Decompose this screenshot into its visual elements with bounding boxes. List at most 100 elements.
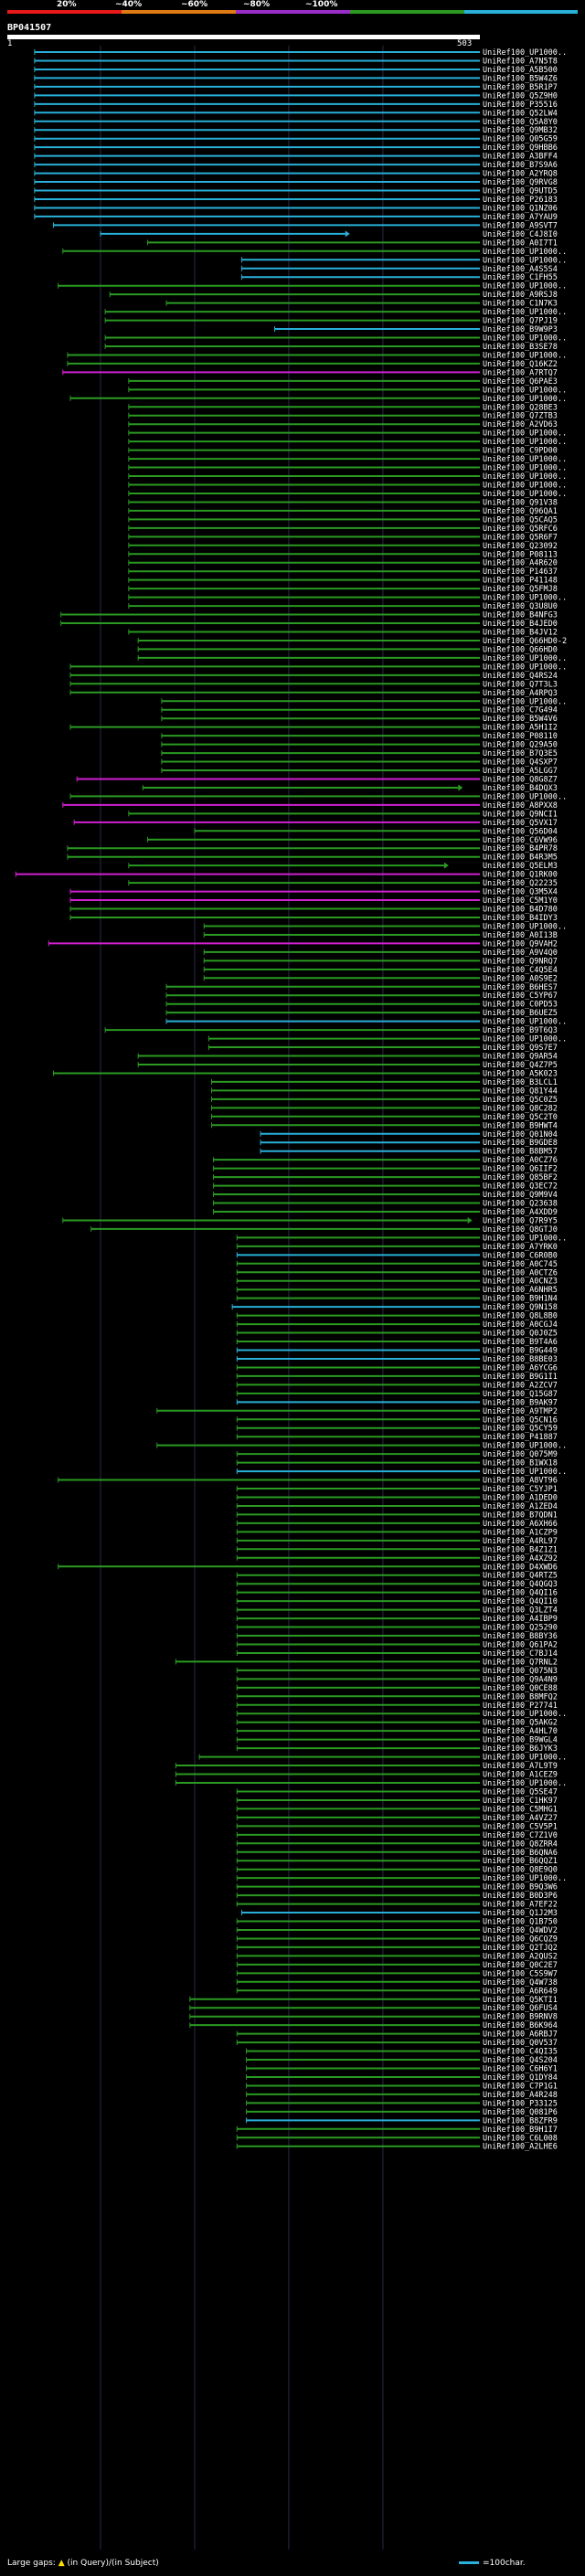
hit-row[interactable]: UniRef100_UP1000.. [128,386,567,395]
hit-row[interactable]: UniRef100_Q9AR54 [137,1053,558,1062]
hit-row[interactable]: UniRef100_A2VD63 [128,420,558,429]
hit-row[interactable]: UniRef100_A0I7T1 [146,239,558,248]
hit-row[interactable]: UniRef100_A6YCG6 [236,1363,558,1373]
hit-row[interactable]: UniRef100_B9W9P3 [273,325,558,334]
hit-row[interactable]: UniRef100_Q5A8Y0 [34,118,558,127]
hit-row[interactable]: UniRef100_B6UEZ5 [165,1009,558,1018]
hit-row[interactable]: UniRef100_Q075N3 [236,1667,558,1676]
hit-row[interactable]: UniRef100_Q61PA2 [236,1640,558,1649]
hit-row[interactable]: UniRef100_B8BE03 [236,1355,558,1364]
hit-row[interactable]: UniRef100_Q23638 [213,1200,558,1209]
hit-row[interactable]: UniRef100_B9H1I7 [236,2125,558,2135]
hit-row[interactable]: UniRef100_C4QI35 [246,2048,558,2057]
hit-row[interactable]: UniRef100_C4J8I0 [100,230,558,239]
hit-row[interactable]: UniRef100_C5YP67 [165,991,558,1001]
hit-row[interactable]: UniRef100_Q5CN16 [236,1415,558,1425]
hit-row[interactable]: UniRef100_A0CNZ3 [236,1277,558,1287]
hit-row[interactable]: UniRef100_Q3M5X4 [69,888,558,897]
hit-row[interactable]: UniRef100_C6L008 [236,2134,558,2143]
hit-row[interactable]: UniRef100_C6VW96 [146,836,558,845]
hit-row[interactable]: UniRef100_A4IBP9 [236,1615,558,1624]
hit-row[interactable]: UniRef100_Q22235 [128,879,558,888]
hit-row[interactable]: UniRef100_A1CEZ9 [175,1771,558,1780]
hit-row[interactable]: UniRef100_B4NFG3 [60,611,558,620]
hit-row[interactable]: UniRef100_Q9NCI1 [128,810,558,819]
hit-row[interactable]: UniRef100_B5R1P7 [34,83,558,92]
hit-row[interactable]: UniRef100_A5K023 [52,1069,558,1078]
hit-row[interactable]: UniRef100_B5W4V6 [161,715,558,724]
hit-row[interactable]: UniRef100_A9V4Q0 [203,949,558,958]
hit-row[interactable]: UniRef100_A9TMP2 [156,1407,558,1416]
hit-row[interactable]: UniRef100_UP1000.. [236,1468,567,1477]
hit-row[interactable]: UniRef100_Q8E9Q0 [236,1866,558,1875]
hit-row[interactable]: UniRef100_Q0CE88 [236,1684,558,1693]
hit-row[interactable]: UniRef100_Q9A4N9 [236,1675,558,1684]
hit-row[interactable]: UniRef100_Q4WDV2 [236,1926,558,1935]
hit-row[interactable]: UniRef100_UP1000.. [128,429,567,439]
hit-row[interactable]: UniRef100_UP1000.. [165,1018,567,1027]
hit-row[interactable]: UniRef100_P35516 [34,101,558,110]
hit-row[interactable]: UniRef100_Q7ZTB3 [128,412,558,421]
hit-row[interactable]: UniRef100_B7Q3E5 [161,749,558,758]
hit-row[interactable]: UniRef100_A7EF22 [236,1901,558,1910]
hit-row[interactable]: UniRef100_B4R3M5 [67,853,558,863]
hit-row[interactable]: UniRef100_A2YRQ8 [34,170,558,179]
hit-row[interactable]: UniRef100_A5LGG7 [161,767,558,776]
hit-row[interactable]: UniRef100_B6HES7 [165,983,558,992]
hit-row[interactable]: UniRef100_Q7R9Y5 [62,1216,558,1225]
hit-row[interactable]: UniRef100_A4XDD9 [213,1208,558,1217]
hit-row[interactable]: UniRef100_UP1000.. [156,1442,567,1451]
hit-row[interactable]: UniRef100_Q9HBB6 [34,143,558,153]
hit-row[interactable]: UniRef100_B3LCL1 [210,1078,558,1087]
hit-row[interactable]: UniRef100_Q29A50 [161,741,558,750]
hit-row[interactable]: UniRef100_B9RNV8 [189,2013,558,2022]
hit-row[interactable]: UniRef100_C7P1G1 [246,2082,558,2091]
hit-row[interactable]: UniRef100_B8BY36 [236,1632,558,1641]
hit-row[interactable]: UniRef100_Q9M9V4 [213,1191,558,1200]
hit-row[interactable]: UniRef100_Q5SE47 [236,1787,558,1797]
hit-row[interactable]: UniRef100_P08110 [161,732,558,741]
hit-row[interactable]: UniRef100_UP1000.. [203,922,567,931]
hit-row[interactable]: UniRef100_Q5KTI1 [189,1996,558,2005]
hit-row[interactable]: UniRef100_C1FH55 [240,273,558,282]
hit-row[interactable]: UniRef100_Q4SXP7 [161,758,558,768]
hit-row[interactable]: UniRef100_B8MFQ2 [236,1692,558,1701]
hit-row[interactable]: UniRef100_UP1000.. [128,482,567,491]
hit-row[interactable]: UniRef100_B9G1I1 [236,1373,558,1382]
hit-row[interactable]: UniRef100_Q0C2E7 [236,1961,558,1970]
hit-row[interactable]: UniRef100_Q7PJ19 [104,317,558,326]
hit-row[interactable]: UniRef100_C4Q5E4 [203,966,558,975]
hit-row[interactable]: UniRef100_UP1000.. [128,455,567,464]
hit-row[interactable]: UniRef100_Q9MB32 [34,126,558,135]
hit-row[interactable]: UniRef100_Q1NZ06 [34,204,558,213]
hit-row[interactable]: UniRef100_Q1B750 [236,1918,558,1927]
hit-row[interactable]: UniRef100_P08113 [128,550,558,559]
hit-row[interactable]: UniRef100_B9H1N4 [236,1295,558,1304]
hit-row[interactable]: UniRef100_Q3LZT4 [236,1606,558,1616]
hit-row[interactable]: UniRef100_P27741 [236,1701,558,1711]
hit-row[interactable]: UniRef100_Q96QA1 [128,507,558,516]
hit-row[interactable]: UniRef100_Q4W738 [236,1978,558,1988]
hit-row[interactable]: UniRef100_Q8G8Z7 [76,775,558,784]
hit-row[interactable]: UniRef100_B9GDE8 [260,1139,558,1148]
hit-row[interactable]: UniRef100_A0I13B [203,931,558,940]
hit-row[interactable]: UniRef100_A4R248 [246,2091,558,2100]
hit-row[interactable]: UniRef100_B6QNA6 [236,1849,558,1858]
hit-row[interactable]: UniRef100_UP1000.. [240,256,567,265]
hit-row[interactable]: UniRef100_Q8L8B0 [236,1312,558,1321]
hit-row[interactable]: UniRef100_Q075M9 [236,1450,558,1459]
hit-row[interactable]: UniRef100_A4R620 [128,559,558,568]
hit-row[interactable]: UniRef100_B4DQX3 [142,784,558,793]
hit-row[interactable]: UniRef100_Q9VAH2 [48,939,558,949]
hit-row[interactable]: UniRef100_B7QDN1 [236,1511,558,1520]
hit-row[interactable]: UniRef100_Q7RNL2 [175,1658,558,1667]
hit-row[interactable]: UniRef100_Q56D04 [194,827,558,836]
hit-row[interactable]: UniRef100_C1HK97 [236,1797,558,1806]
hit-row[interactable]: UniRef100_Q23092 [128,542,558,551]
hit-row[interactable]: UniRef100_P41148 [128,577,558,586]
hit-row[interactable]: UniRef100_Q6CQZ9 [236,1935,558,1944]
hit-row[interactable]: UniRef100_B9T4A6 [236,1338,558,1347]
hit-row[interactable]: UniRef100_Q0J0Z5 [236,1330,558,1339]
hit-row[interactable]: UniRef100_B4Z1Z1 [236,1545,558,1554]
hit-row[interactable]: UniRef100_B4JED0 [60,620,558,629]
